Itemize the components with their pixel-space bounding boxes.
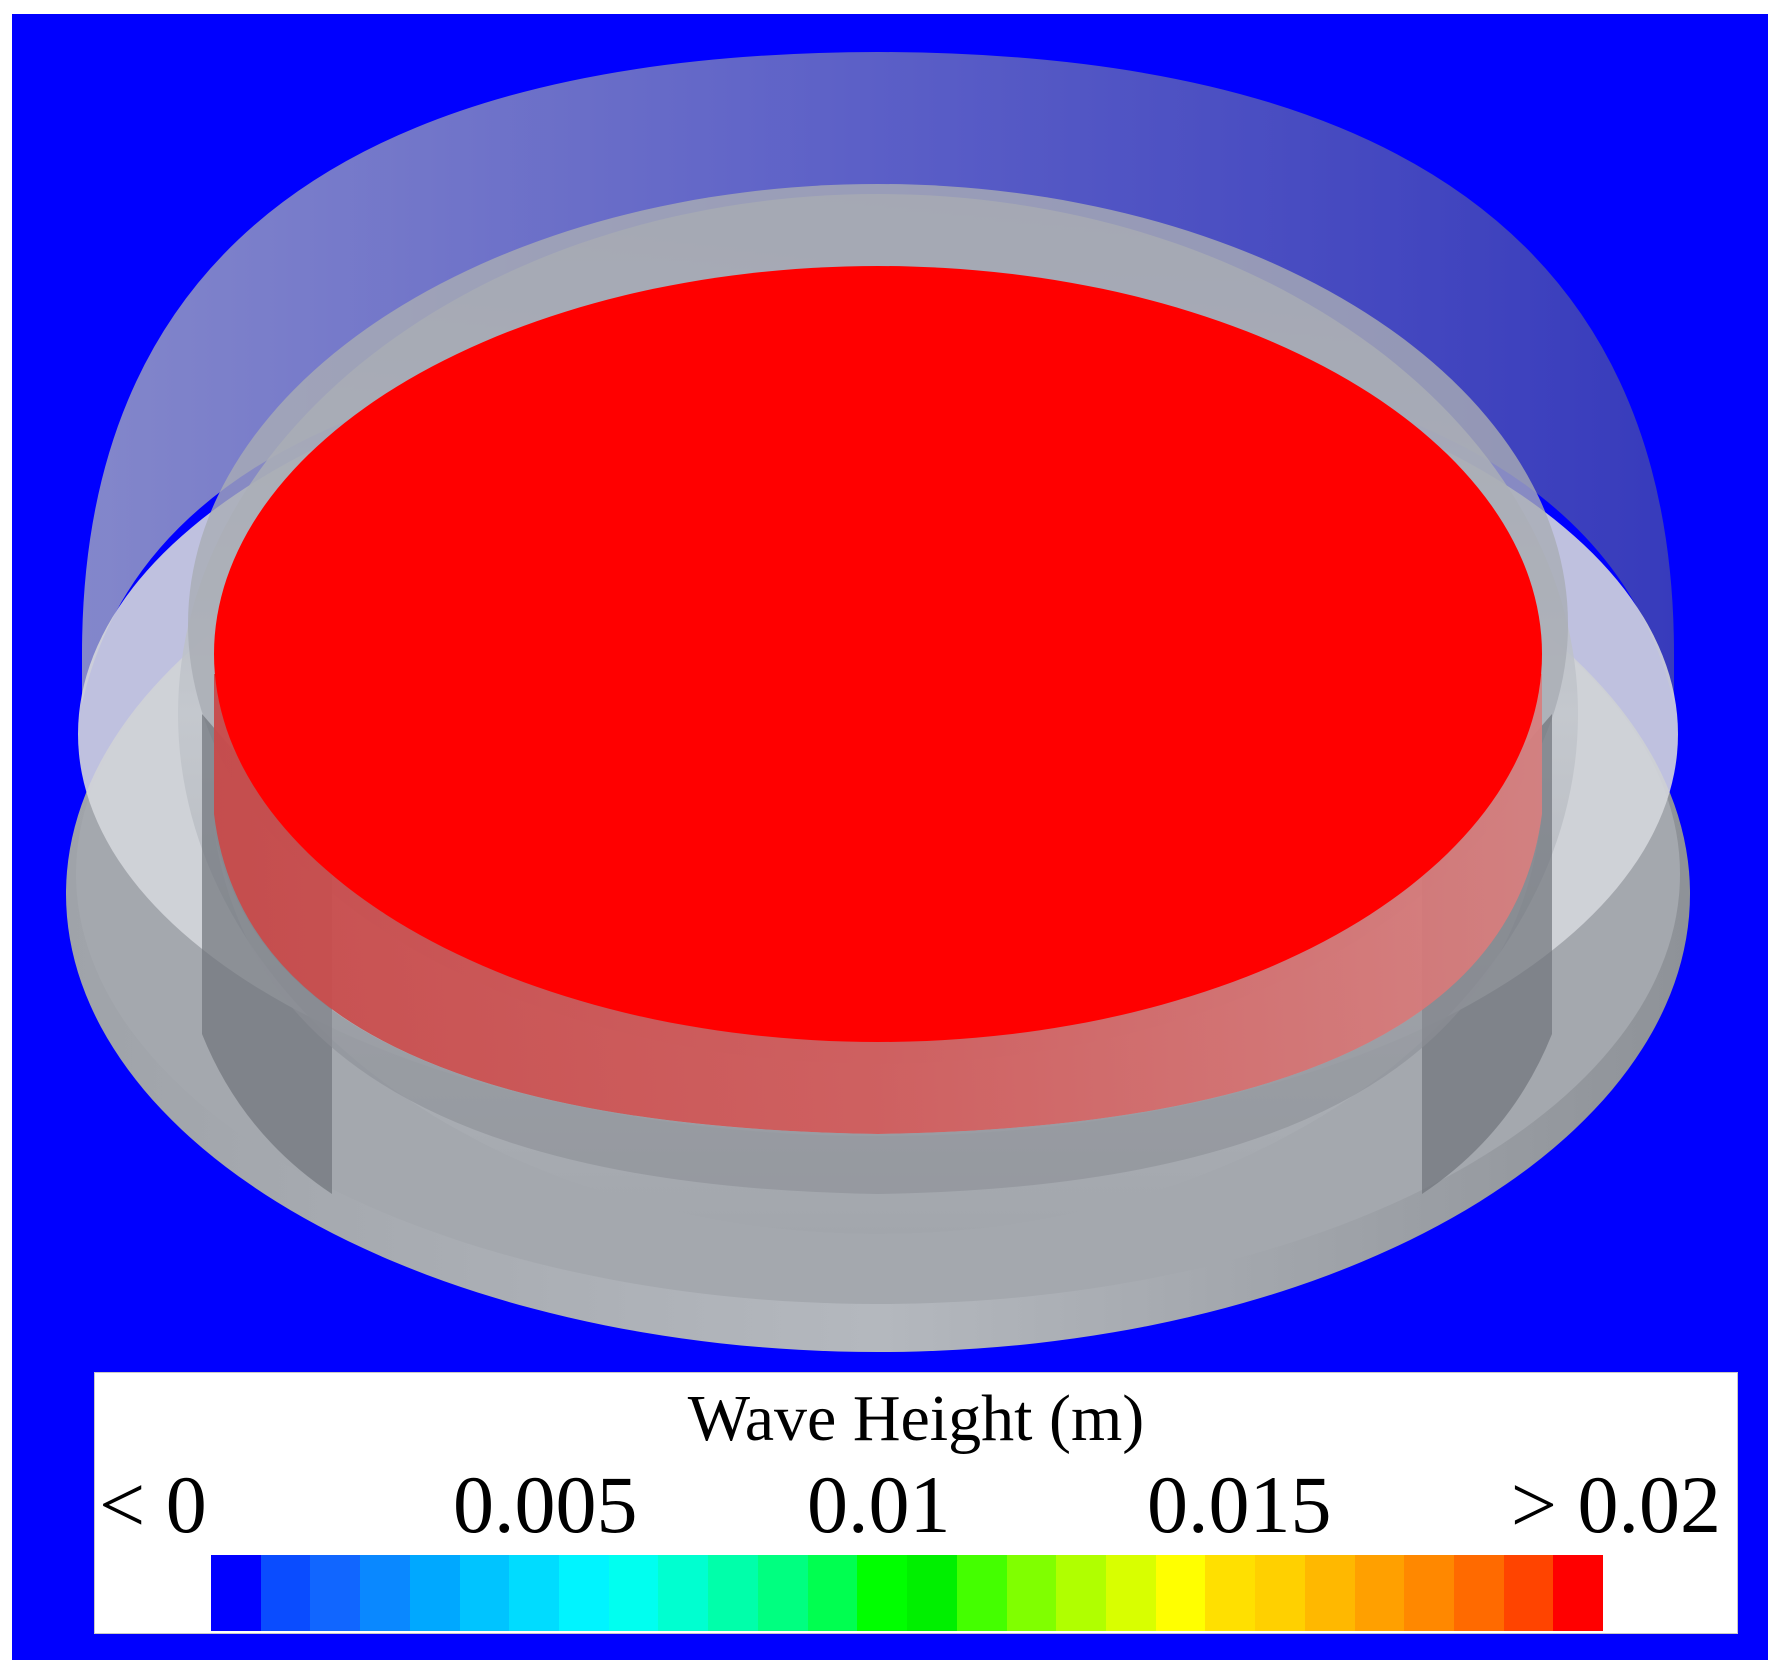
colorbar-swatch — [1155, 1555, 1206, 1631]
colorbar-swatch — [1453, 1555, 1504, 1631]
colorbar-legend: Wave Height (m) < 0 0.005 0.01 0.015 > 0… — [94, 1372, 1738, 1634]
colorbar-swatch — [708, 1555, 758, 1631]
water-surface — [214, 266, 1542, 1042]
colorbar-swatch — [1105, 1555, 1156, 1631]
outer-tank-wall — [82, 52, 1674, 704]
colorbar-swatch — [1255, 1555, 1305, 1631]
colorbar-swatch — [509, 1555, 560, 1631]
colorbar-swatch — [857, 1555, 908, 1631]
colorbar-swatch — [360, 1555, 410, 1631]
colorbar-swatch — [1404, 1555, 1454, 1631]
colorbar-swatch — [608, 1555, 659, 1631]
colorbar-swatch — [658, 1555, 709, 1631]
water-column-base-rim — [212, 814, 1542, 1194]
colorbar-swatch — [907, 1555, 957, 1631]
tick-label-max: > 0.02 — [1510, 1459, 1721, 1550]
colorbar-swatch — [956, 1555, 1007, 1631]
tick-label-min: < 0 — [99, 1459, 207, 1550]
tick-label-001: 0.01 — [807, 1459, 951, 1550]
colorbar-swatch — [1056, 1555, 1106, 1631]
colorbar-swatch — [260, 1555, 311, 1631]
colorbar-swatch — [1006, 1555, 1057, 1631]
colorbar-swatch — [211, 1555, 261, 1631]
colorbar — [211, 1555, 1604, 1631]
colorbar-swatch — [1553, 1555, 1604, 1631]
tick-label-0005: 0.005 — [453, 1459, 638, 1550]
colorbar-swatch — [807, 1555, 858, 1631]
tick-label-0015: 0.015 — [1147, 1459, 1332, 1550]
colorbar-swatch — [1304, 1555, 1355, 1631]
colorbar-swatch — [459, 1555, 510, 1631]
colorbar-swatch — [1503, 1555, 1554, 1631]
colorbar-swatch — [559, 1555, 609, 1631]
tank-render — [12, 14, 1768, 1660]
legend-title: Wave Height (m) — [687, 1382, 1145, 1455]
colorbar-swatch — [409, 1555, 460, 1631]
colorbar-swatch — [1354, 1555, 1405, 1631]
colorbar-swatch — [757, 1555, 808, 1631]
colorbar-swatch — [1205, 1555, 1256, 1631]
colorbar-swatch — [310, 1555, 361, 1631]
